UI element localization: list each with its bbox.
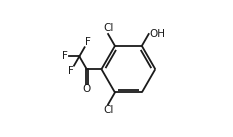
Text: F: F <box>62 51 68 61</box>
Text: F: F <box>68 66 74 76</box>
Text: Cl: Cl <box>103 105 113 115</box>
Text: OH: OH <box>149 29 165 39</box>
Text: Cl: Cl <box>103 23 113 33</box>
Text: O: O <box>82 85 91 95</box>
Text: F: F <box>85 37 91 47</box>
